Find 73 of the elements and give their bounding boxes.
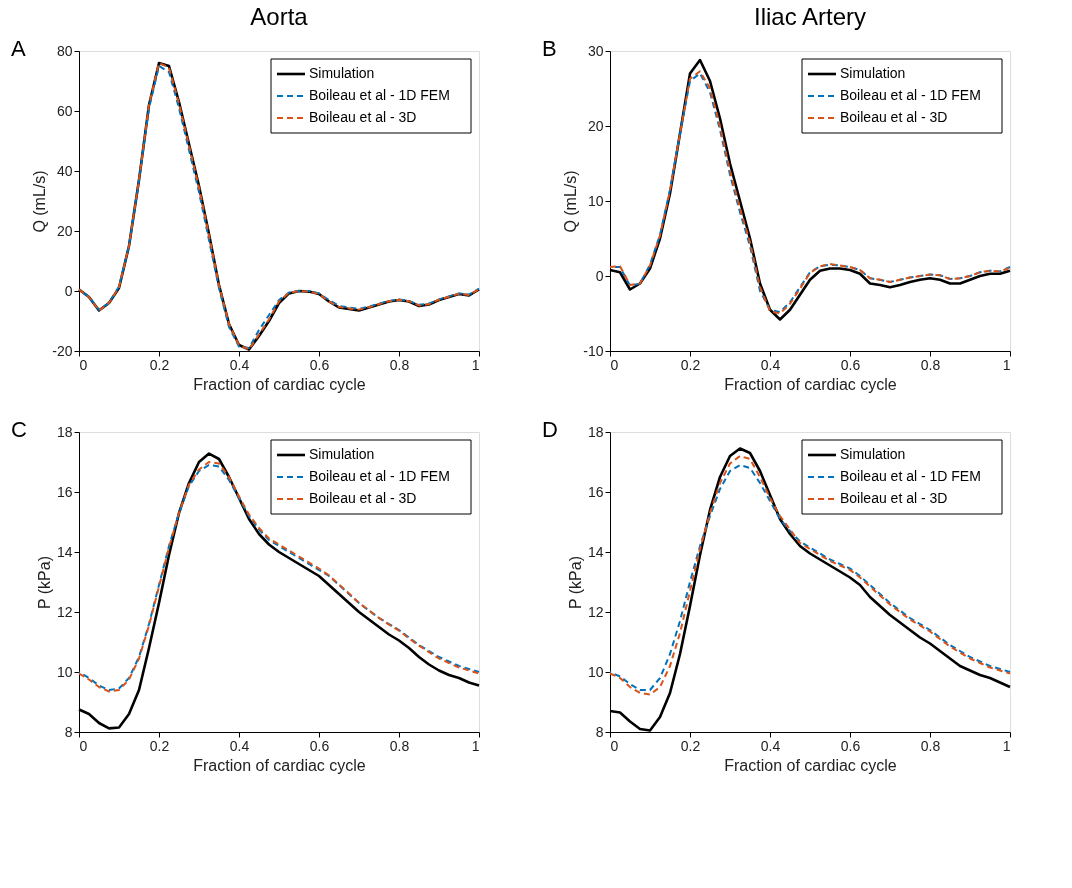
x-tick-label: 0.4 (229, 737, 250, 754)
y-tick-label: 14 (587, 543, 604, 560)
legend-label: Boileau et al - 3D (840, 109, 948, 125)
y-tick-label: 18 (587, 423, 604, 440)
y-tick-label: 18 (56, 423, 73, 440)
y-tick-label: 12 (587, 603, 604, 620)
chart-title: Iliac Artery (753, 3, 867, 30)
text: A (11, 36, 26, 61)
legend-label: Boileau et al - 1D FEM (309, 468, 450, 484)
x-axis-title: Fraction of cardiac cycle (724, 375, 897, 393)
x-tick-label: 0.6 (309, 356, 330, 373)
x-tick-label: 0 (610, 737, 619, 754)
y-axis-title: P (kPa) (566, 555, 584, 610)
y-tick-label: 80 (56, 42, 73, 59)
x-tick-label: 0.2 (149, 356, 170, 373)
legend-label: Simulation (840, 65, 906, 81)
y-tick-label: 40 (56, 162, 73, 179)
y-axis-title: Q (mL/s) (562, 170, 580, 233)
text: B (542, 36, 557, 61)
legend-label: Simulation (309, 446, 375, 462)
x-tick-label: 1 (1002, 356, 1011, 373)
y-tick-label: -10 (583, 342, 604, 359)
chart-title: Aorta (250, 3, 309, 30)
legend-label: Boileau et al - 3D (309, 109, 417, 125)
y-axis-title: P (kPa) (35, 555, 53, 610)
x-tick-label: 0.8 (920, 737, 941, 754)
text: C (11, 417, 27, 442)
y-tick-label: 16 (587, 483, 604, 500)
y-tick-label: 8 (595, 723, 604, 740)
x-tick-label: 0.2 (680, 356, 701, 373)
x-axis-title: Fraction of cardiac cycle (193, 756, 366, 774)
legend-label: Simulation (840, 446, 906, 462)
x-tick-label: 0.6 (840, 737, 861, 754)
legend-label: Boileau et al - 1D FEM (309, 87, 450, 103)
y-tick-label: 20 (56, 222, 73, 239)
y-tick-label: 0 (595, 267, 604, 284)
y-tick-label: 10 (587, 663, 604, 680)
legend-label: Boileau et al - 3D (309, 490, 417, 506)
y-axis-title: Q (mL/s) (31, 170, 49, 233)
x-tick-label: 1 (471, 356, 480, 373)
y-tick-label: 10 (56, 663, 73, 680)
y-tick-label: 8 (64, 723, 73, 740)
x-tick-label: 0.6 (309, 737, 330, 754)
x-tick-label: 0.2 (149, 737, 170, 754)
x-tick-label: 0 (79, 356, 88, 373)
x-tick-label: 0.8 (920, 356, 941, 373)
x-axis-title: Fraction of cardiac cycle (193, 375, 366, 393)
text: D (542, 417, 558, 442)
x-tick-label: 0.4 (760, 356, 781, 373)
x-tick-label: 0.8 (389, 737, 410, 754)
y-tick-label: 20 (587, 117, 604, 134)
x-tick-label: 0.4 (760, 737, 781, 754)
x-tick-label: 0.8 (389, 356, 410, 373)
legend-label: Boileau et al - 3D (840, 490, 948, 506)
x-tick-label: 1 (1002, 737, 1011, 754)
legend-label: Boileau et al - 1D FEM (840, 468, 981, 484)
x-axis-title: Fraction of cardiac cycle (724, 756, 897, 774)
y-tick-label: 14 (56, 543, 73, 560)
x-tick-label: 0.4 (229, 356, 250, 373)
x-tick-label: 0 (610, 356, 619, 373)
y-tick-label: 16 (56, 483, 73, 500)
x-tick-label: 1 (471, 737, 480, 754)
y-tick-label: 10 (587, 192, 604, 209)
y-tick-label: 30 (587, 42, 604, 59)
y-tick-label: 12 (56, 603, 73, 620)
legend-label: Simulation (309, 65, 375, 81)
y-tick-label: 60 (56, 102, 73, 119)
x-tick-label: 0.6 (840, 356, 861, 373)
legend-label: Boileau et al - 1D FEM (840, 87, 981, 103)
y-tick-label: 0 (64, 282, 73, 299)
x-tick-label: 0.2 (680, 737, 701, 754)
x-tick-label: 0 (79, 737, 88, 754)
y-tick-label: -20 (52, 342, 73, 359)
